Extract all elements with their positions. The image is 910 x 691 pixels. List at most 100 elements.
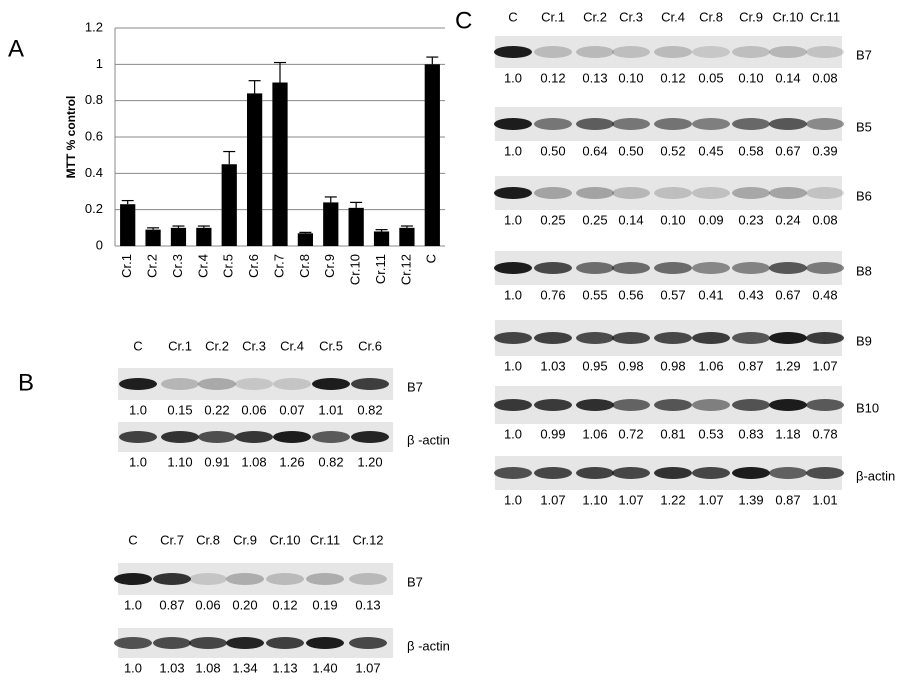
- band-quantity: 0.07: [279, 402, 304, 417]
- band-quantity: 0.82: [357, 402, 382, 417]
- panel-label: C: [455, 7, 472, 34]
- protein-label: B7: [407, 574, 423, 589]
- blot-band: [612, 46, 650, 58]
- blot-band: [769, 467, 807, 479]
- lane-label: C: [128, 532, 137, 547]
- band-quantity: 0.25: [582, 212, 607, 227]
- band-quantity: 0.67: [775, 143, 800, 158]
- band-quantity: 0.10: [618, 70, 643, 85]
- blot-band: [198, 378, 236, 390]
- band-quantity: 0.72: [618, 426, 643, 441]
- blot-band: [198, 431, 236, 443]
- band-quantity: 1.22: [660, 492, 685, 507]
- band-quantity: 0.81: [660, 426, 685, 441]
- blot-band: [692, 332, 730, 344]
- band-quantity: 1.0: [504, 143, 522, 158]
- band-quantity: 1.20: [357, 454, 382, 469]
- blot-band: [494, 399, 532, 411]
- bar: [272, 82, 288, 246]
- blot-band: [806, 262, 844, 274]
- protein-label: β -actin: [407, 638, 450, 653]
- band-quantity: 0.91: [204, 454, 229, 469]
- blot-band: [119, 378, 157, 390]
- bar: [424, 64, 440, 246]
- band-quantity: 0.15: [167, 402, 192, 417]
- lane-label: Cr.4: [661, 9, 685, 24]
- band-quantity: 0.48: [812, 287, 837, 302]
- band-quantity: 0.12: [540, 70, 565, 85]
- lane-label: Cr.11: [310, 532, 340, 547]
- band-quantity: 0.12: [272, 597, 297, 612]
- blot-band: [349, 573, 387, 585]
- blot-band: [153, 573, 191, 585]
- blot-band: [306, 573, 344, 585]
- blot-band: [576, 46, 614, 58]
- blot-band: [732, 399, 770, 411]
- band-quantity: 0.08: [812, 70, 837, 85]
- protein-label: β -actin: [407, 432, 450, 447]
- blot-band: [769, 46, 807, 58]
- lane-label: Cr.7: [160, 532, 184, 547]
- lane-label: Cr.9: [233, 532, 257, 547]
- x-tick-label: Cr.12: [398, 254, 413, 285]
- y-axis-label: MTT % control: [64, 96, 78, 179]
- x-tick-label: Cr.9: [322, 254, 337, 278]
- blot-band: [273, 431, 311, 443]
- band-quantity: 0.24: [775, 212, 800, 227]
- band-quantity: 1.10: [167, 454, 192, 469]
- band-quantity: 1.08: [195, 660, 220, 675]
- blot-band: [692, 399, 730, 411]
- blot-band: [732, 118, 770, 130]
- band-quantity: 1.08: [241, 454, 266, 469]
- band-quantity: 0.52: [660, 143, 685, 158]
- blot-band: [654, 399, 692, 411]
- blot-band: [226, 573, 264, 585]
- x-tick-label: Cr.4: [195, 254, 210, 278]
- lane-label: Cr.8: [699, 9, 723, 24]
- bar: [323, 202, 339, 246]
- band-quantity: 1.0: [504, 492, 522, 507]
- band-quantity: 1.03: [159, 660, 184, 675]
- bar: [196, 227, 212, 246]
- band-quantity: 0.45: [698, 143, 723, 158]
- lane-label: C: [508, 9, 517, 24]
- band-quantity: 0.53: [698, 426, 723, 441]
- blot-band: [114, 637, 152, 649]
- band-quantity: 1.0: [129, 454, 147, 469]
- band-quantity: 1.0: [504, 358, 522, 373]
- blot-band: [153, 637, 191, 649]
- lane-label: Cr.11: [810, 9, 840, 24]
- lane-label: Cr.10: [772, 9, 803, 24]
- panel-label: A: [8, 35, 24, 62]
- blot-band: [351, 378, 389, 390]
- band-quantity: 0.64: [582, 143, 607, 158]
- band-quantity: 0.43: [738, 287, 763, 302]
- band-quantity: 1.0: [129, 402, 147, 417]
- protein-label: B7: [856, 47, 872, 62]
- bar: [399, 227, 415, 246]
- blot-band: [114, 573, 152, 585]
- blot-background: [495, 36, 842, 68]
- blot-band: [692, 46, 730, 58]
- blot-band: [654, 332, 692, 344]
- band-quantity: 0.39: [812, 143, 837, 158]
- band-quantity: 0.95: [582, 358, 607, 373]
- band-quantity: 0.87: [738, 358, 763, 373]
- protein-label: B5: [856, 119, 872, 134]
- band-quantity: 1.0: [504, 287, 522, 302]
- lane-label: Cr.5: [319, 338, 343, 353]
- band-quantity: 0.06: [195, 597, 220, 612]
- band-quantity: 0.23: [738, 212, 763, 227]
- band-quantity: 0.41: [698, 287, 723, 302]
- protein-label: B8: [856, 263, 872, 278]
- band-quantity: 1.01: [318, 402, 343, 417]
- band-quantity: 0.55: [582, 287, 607, 302]
- blot-band: [189, 637, 227, 649]
- blot-band: [534, 46, 572, 58]
- blot-band: [692, 118, 730, 130]
- blot-band: [494, 262, 532, 274]
- blot-band: [612, 262, 650, 274]
- band-quantity: 0.08: [812, 212, 837, 227]
- band-quantity: 0.50: [618, 143, 643, 158]
- band-quantity: 1.39: [738, 492, 763, 507]
